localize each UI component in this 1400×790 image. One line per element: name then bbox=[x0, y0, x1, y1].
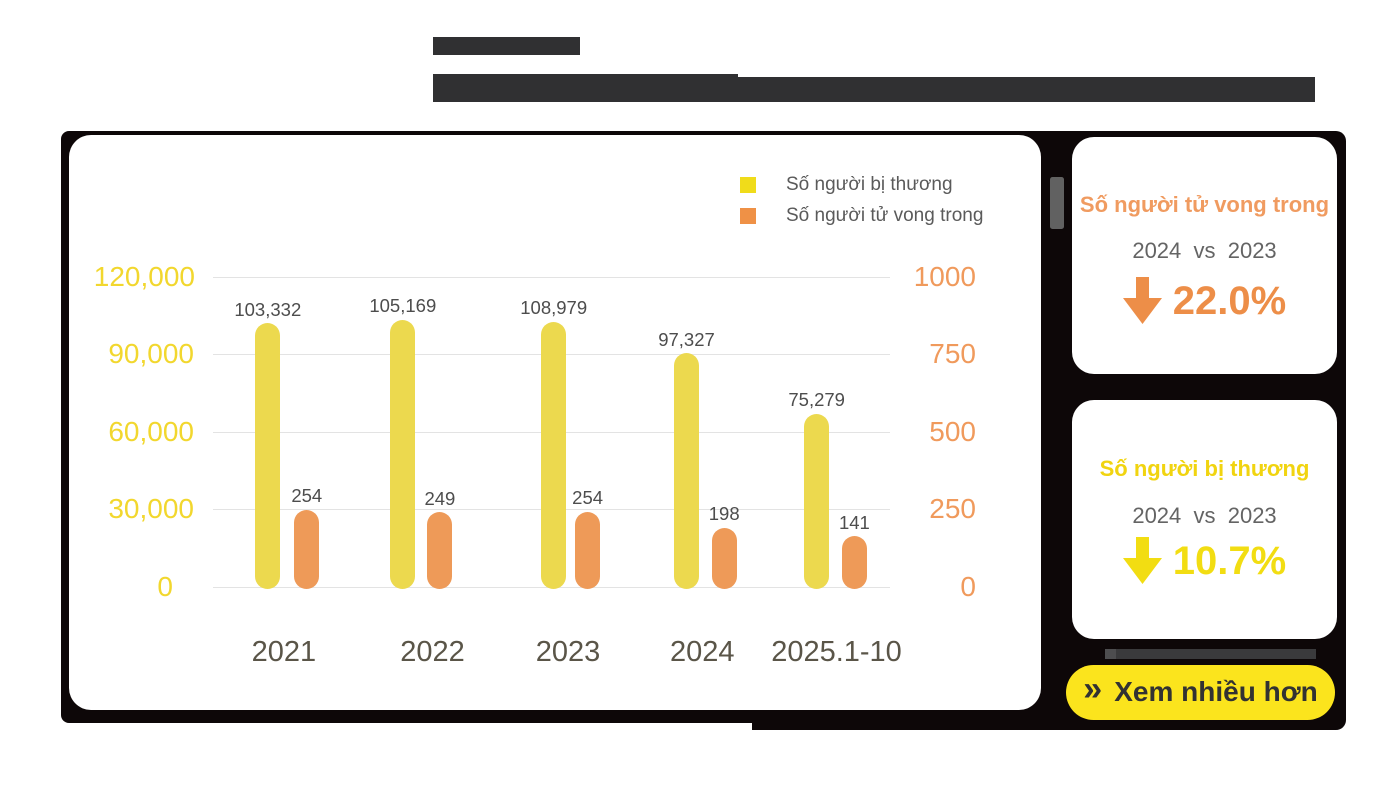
see-more-button[interactable]: » Xem nhiều hơn bbox=[1066, 664, 1335, 720]
stat-card-deaths: Số người tử vong trong 2024 vs 2023 22.0… bbox=[1072, 137, 1337, 374]
redacted-subtitle-bar-left bbox=[433, 74, 738, 102]
double-chevron-right-icon: » bbox=[1083, 670, 1103, 708]
stat-card-injured-title: Số người bị thương bbox=[1099, 456, 1310, 481]
legend-swatch-injured bbox=[740, 177, 756, 193]
scrollbar-thumb[interactable] bbox=[1050, 177, 1064, 229]
progress-cap bbox=[1105, 648, 1116, 660]
down-arrow-icon bbox=[1122, 277, 1162, 324]
stat-card-deaths-change-row: 22.0% bbox=[1072, 277, 1337, 325]
legend-swatch-deaths bbox=[740, 208, 756, 224]
stat-card-injured-change-row: 10.7% bbox=[1072, 537, 1337, 585]
down-arrow-icon bbox=[1122, 537, 1162, 584]
legend-label-deaths: Số người tử vong trong bbox=[786, 205, 984, 226]
redacted-subtitle-bar-right bbox=[737, 76, 1315, 102]
stat-card-deaths-title: Số người tử vong trong bbox=[1079, 192, 1330, 217]
stat-card-injured-pct: 10.7% bbox=[1172, 538, 1287, 583]
stat-card-deaths-pct: 22.0% bbox=[1172, 278, 1287, 323]
progress-track bbox=[1105, 648, 1316, 660]
stat-card-deaths-compare: 2024 vs 2023 bbox=[1132, 238, 1277, 263]
stat-card-injured-compare: 2024 vs 2023 bbox=[1132, 503, 1277, 528]
see-more-button-label: Xem nhiều hơn bbox=[1114, 676, 1318, 707]
redacted-title-bar bbox=[433, 37, 580, 55]
legend-label-injured: Số người bị thương bbox=[786, 174, 953, 195]
stat-card-injured: Số người bị thương 2024 vs 2023 10.7% bbox=[1072, 400, 1337, 639]
